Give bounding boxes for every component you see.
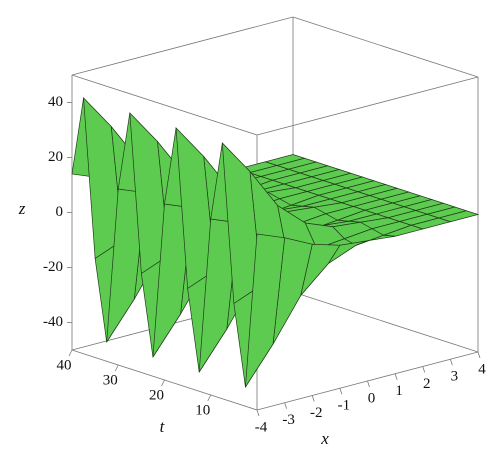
z-tick-label: -40: [43, 314, 63, 330]
x-tick: [367, 380, 370, 388]
surface-patch: [245, 233, 286, 388]
t-tick: [68, 349, 73, 357]
x-axis-label: x: [320, 429, 329, 448]
t-tick-label: 40: [57, 357, 72, 373]
z-tick-label: 0: [56, 204, 64, 220]
z-tick-label: 20: [48, 149, 63, 165]
z-axis-label: z: [18, 199, 26, 218]
x-tick-label: -4: [255, 419, 268, 435]
x-tick-label: 4: [478, 361, 486, 377]
t-tick-label: 30: [103, 372, 118, 388]
x-tick: [311, 395, 315, 402]
x-tick: [339, 388, 343, 395]
surface: [71, 97, 480, 388]
t-axis-label: t: [160, 417, 166, 436]
z-tick-label: -20: [43, 259, 63, 275]
t-tick-label: 10: [195, 402, 210, 418]
x-tick: [449, 359, 453, 366]
x-tick: [256, 409, 260, 417]
box-edge: [256, 76, 479, 136]
z-tick-label: 40: [48, 94, 63, 110]
x-tick-label: 0: [368, 390, 376, 406]
x-tick: [422, 366, 426, 373]
x-tick-label: -1: [338, 398, 351, 414]
x-tick-label: 2: [423, 376, 431, 392]
x-tick-label: 1: [395, 383, 403, 399]
box-edge: [71, 16, 294, 76]
t-tick-label: 20: [149, 387, 164, 403]
t-tick: [207, 394, 212, 402]
box-edge: [71, 74, 258, 136]
x-tick: [394, 373, 398, 380]
box-edge: [292, 291, 479, 353]
x-tick: [284, 402, 288, 409]
box: [67, 16, 481, 417]
box-edge: [292, 16, 479, 78]
x-tick-label: -2: [310, 405, 323, 421]
t-tick: [161, 379, 165, 387]
x-tick-label: 3: [451, 369, 459, 385]
x-tick-label: -3: [282, 412, 295, 428]
x-tick: [477, 351, 481, 359]
t-tick: [114, 364, 119, 372]
